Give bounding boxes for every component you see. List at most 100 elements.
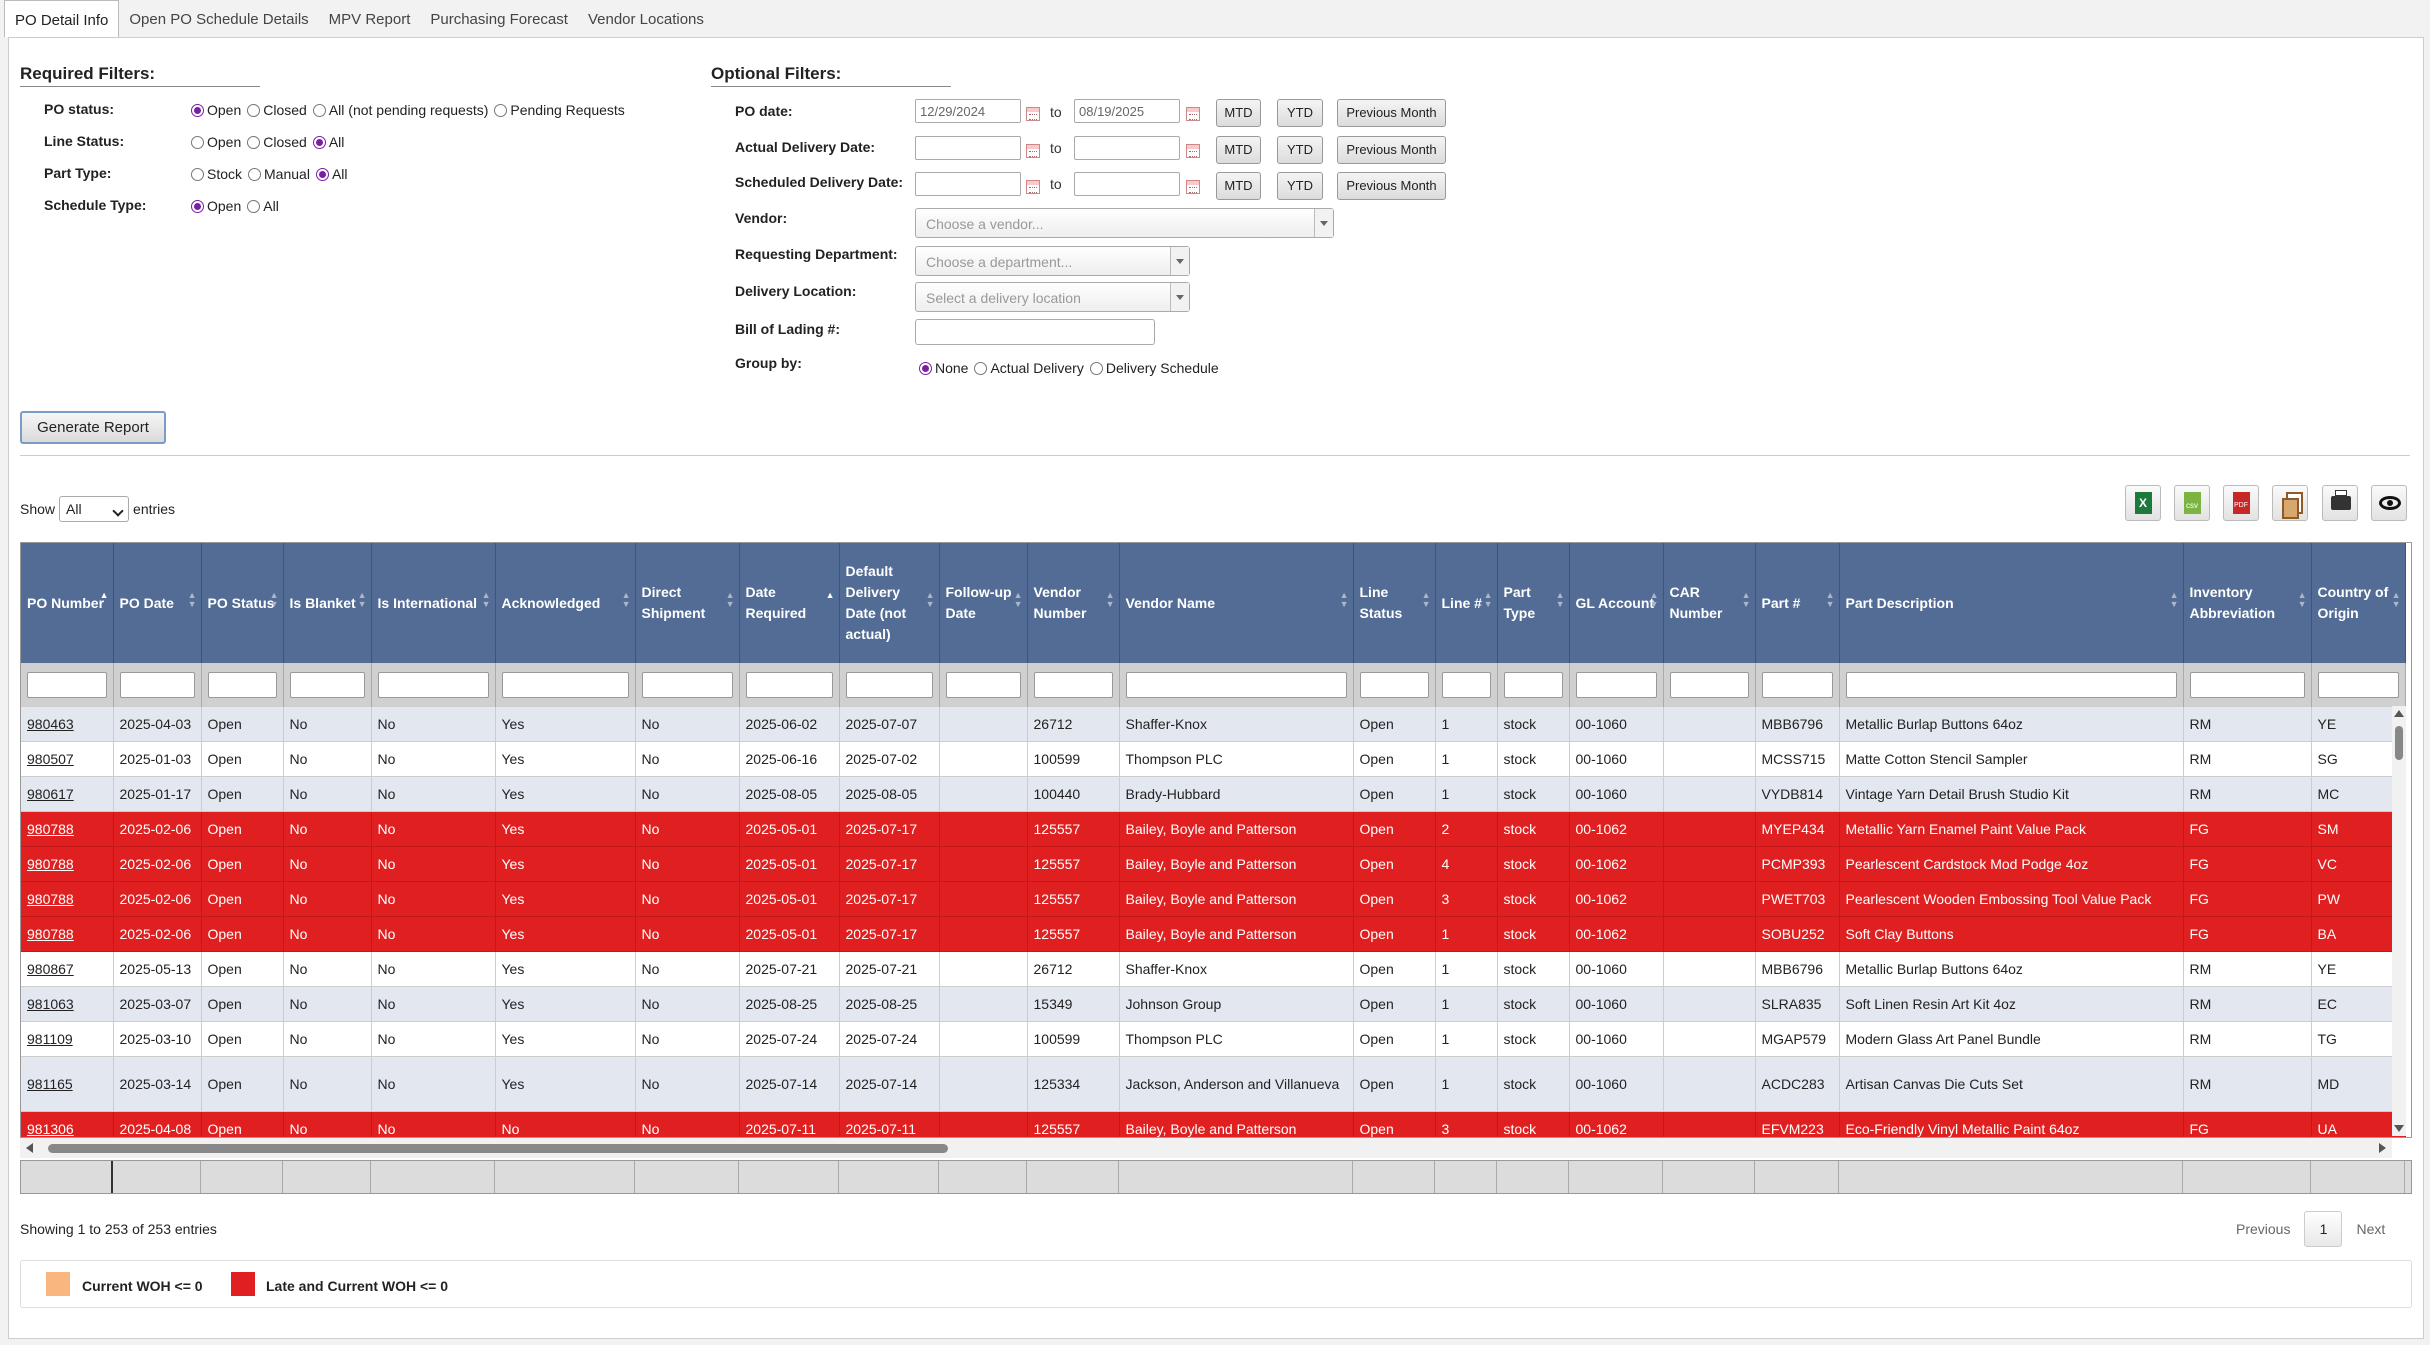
table-row[interactable]: 981063 2025-03-07 Open No No Yes No 2025-08-25 2…: [21, 986, 2406, 1022]
copy-button[interactable]: [2272, 485, 2308, 521]
tab-mpv-report[interactable]: MPV Report: [328, 11, 411, 28]
column-header-car-number[interactable]: CAR Number ▲ ▼: [1663, 543, 1756, 663]
column-filter-input-vendor-number[interactable]: [1033, 672, 1113, 698]
column-filter-input-date-required[interactable]: [745, 672, 833, 698]
scheduled-delivery-previous-month-button[interactable]: Previous Month: [1337, 172, 1446, 200]
column-header-line-status[interactable]: Line Status ▲ ▼: [1353, 543, 1436, 663]
radio-stock[interactable]: Stock: [191, 166, 242, 182]
actual-delivery-to-calendar-icon[interactable]: [1186, 144, 1200, 158]
column-header-follow-up-date[interactable]: Follow-up Date ▲ ▼: [939, 543, 1028, 663]
po-date-ytd-button[interactable]: YTD: [1277, 99, 1323, 127]
po-number-link[interactable]: 980463: [21, 707, 114, 742]
table-row[interactable]: 981109 2025-03-10 Open No No Yes No 2025-07-24 2…: [21, 1021, 2406, 1057]
tab-purchasing-forecast[interactable]: Purchasing Forecast: [430, 11, 568, 28]
radio-dot-icon[interactable]: [191, 167, 204, 181]
scroll-left-icon[interactable]: [26, 1143, 33, 1153]
radio-dot-icon[interactable]: [919, 361, 932, 375]
radio-open[interactable]: Open: [191, 198, 241, 214]
column-filter-input-inventory-abbreviation[interactable]: [2189, 672, 2305, 698]
radio-manual[interactable]: Manual: [248, 166, 310, 182]
po-number-link[interactable]: 981109: [21, 1021, 114, 1057]
column-header-line[interactable]: Line # ▲ ▼: [1435, 543, 1498, 663]
scheduled-delivery-to-calendar-icon[interactable]: [1186, 180, 1200, 194]
column-filter-input-line[interactable]: [1441, 672, 1491, 698]
radio-none[interactable]: None: [919, 360, 968, 376]
po-number-link[interactable]: 981063: [21, 986, 114, 1022]
column-header-po-date[interactable]: PO Date ▲ ▼: [113, 543, 202, 663]
actual-delivery-from-input[interactable]: [915, 136, 1021, 160]
table-row[interactable]: 980788 2025-02-06 Open No No Yes No 2025-05-01 2…: [21, 881, 2406, 917]
excel-export-button[interactable]: [2125, 485, 2161, 521]
tab-vendor-locations[interactable]: Vendor Locations: [587, 11, 704, 28]
po-number-link[interactable]: 980788: [21, 916, 114, 952]
radio-all-not-pending-requests[interactable]: All (not pending requests): [312, 102, 488, 118]
po-number-link[interactable]: 980507: [21, 741, 114, 777]
radio-all[interactable]: All: [312, 134, 344, 150]
scroll-thumb[interactable]: [2395, 726, 2403, 760]
generate-report-button[interactable]: Generate Report: [20, 411, 166, 444]
previous-page-button[interactable]: Previous: [2236, 1221, 2291, 1237]
next-page-button[interactable]: Next: [2356, 1221, 2386, 1237]
radio-dot-icon[interactable]: [1089, 361, 1103, 375]
radio-dot-icon[interactable]: [312, 135, 326, 149]
column-header-is-international[interactable]: Is International ▲ ▼: [371, 543, 496, 663]
radio-actual-delivery[interactable]: Actual Delivery: [974, 360, 1084, 376]
table-row[interactable]: 980788 2025-02-06 Open No No Yes No 2025-05-01 2…: [21, 916, 2406, 952]
column-visibility-button[interactable]: [2371, 485, 2407, 521]
entries-select[interactable]: All: [59, 496, 130, 522]
actual-delivery-previous-month-button[interactable]: Previous Month: [1337, 136, 1446, 164]
column-header-direct-shipment[interactable]: Direct Shipment ▲ ▼: [635, 543, 740, 663]
radio-dot-icon[interactable]: [248, 167, 262, 181]
column-header-vendor-number[interactable]: Vendor Number ▲ ▼: [1027, 543, 1120, 663]
scroll-right-icon[interactable]: [2379, 1143, 2386, 1153]
column-header-acknowledged[interactable]: Acknowledged ▲ ▼: [495, 543, 636, 663]
actual-delivery-to-input[interactable]: [1074, 136, 1180, 160]
radio-dot-icon[interactable]: [247, 103, 261, 117]
radio-delivery-schedule[interactable]: Delivery Schedule: [1089, 360, 1219, 376]
radio-dot-icon[interactable]: [191, 103, 204, 117]
actual-delivery-from-calendar-icon[interactable]: [1026, 144, 1040, 158]
column-header-part-type[interactable]: Part Type ▲ ▼: [1497, 543, 1570, 663]
radio-all[interactable]: All: [247, 198, 279, 214]
po-number-link[interactable]: 980788: [21, 811, 114, 847]
scheduled-delivery-from-calendar-icon[interactable]: [1026, 180, 1040, 194]
po-number-link[interactable]: 980788: [21, 846, 114, 882]
scheduled-delivery-ytd-button[interactable]: YTD: [1277, 172, 1323, 200]
table-row[interactable]: 980617 2025-01-17 Open No No Yes No 2025-08-05 2…: [21, 776, 2406, 812]
column-header-date-required[interactable]: Date Required ▲: [739, 543, 840, 663]
actual-delivery-ytd-button[interactable]: YTD: [1277, 136, 1323, 164]
table-row[interactable]: 980788 2025-02-06 Open No No Yes No 2025-05-01 2…: [21, 846, 2406, 882]
column-header-po-status[interactable]: PO Status ▲ ▼: [201, 543, 284, 663]
column-filter-input-car-number[interactable]: [1669, 672, 1749, 698]
column-header-is-blanket[interactable]: Is Blanket ▲ ▼: [283, 543, 372, 663]
table-row[interactable]: 981306 2025-04-08 Open No No No No 2025-07-11 20…: [21, 1111, 2406, 1137]
column-filter-input-follow-up-date[interactable]: [945, 672, 1021, 698]
bill-of-lading-input[interactable]: [915, 319, 1155, 345]
csv-export-button[interactable]: [2174, 485, 2210, 521]
po-number-link[interactable]: 980617: [21, 776, 114, 812]
radio-dot-icon[interactable]: [191, 199, 204, 213]
column-filter-input-part-description[interactable]: [1845, 672, 2177, 698]
po-date-previous-month-button[interactable]: Previous Month: [1337, 99, 1446, 127]
radio-dot-icon[interactable]: [974, 361, 988, 375]
radio-dot-icon[interactable]: [247, 199, 261, 213]
scroll-down-icon[interactable]: [2394, 1125, 2404, 1132]
delivery-location-select[interactable]: Select a delivery location: [915, 282, 1190, 312]
column-filter-input-vendor-name[interactable]: [1125, 672, 1347, 698]
page-1-button[interactable]: 1: [2304, 1211, 2343, 1247]
column-filter-input-gl-account[interactable]: [1575, 672, 1657, 698]
table-row[interactable]: 980867 2025-05-13 Open No No Yes No 2025-07-21 2…: [21, 951, 2406, 987]
actual-delivery-mtd-button[interactable]: MTD: [1216, 136, 1261, 164]
po-date-mtd-button[interactable]: MTD: [1216, 99, 1261, 127]
column-filter-input-po-date[interactable]: [119, 672, 195, 698]
radio-dot-icon[interactable]: [247, 135, 261, 149]
radio-pending-requests[interactable]: Pending Requests: [494, 102, 625, 118]
tab-open-po-schedule-details[interactable]: Open PO Schedule Details: [129, 11, 309, 28]
po-number-link[interactable]: 981165: [21, 1056, 114, 1112]
radio-closed[interactable]: Closed: [247, 134, 307, 150]
scroll-thumb[interactable]: [48, 1144, 948, 1153]
tab-po-detail-info[interactable]: PO Detail Info: [4, 0, 120, 37]
column-filter-input-direct-shipment[interactable]: [641, 672, 733, 698]
column-header-default-delivery-date-not-actual[interactable]: Default Delivery Date (not actual) ▲ ▼: [839, 543, 940, 663]
column-filter-input-po-status[interactable]: [207, 672, 277, 698]
